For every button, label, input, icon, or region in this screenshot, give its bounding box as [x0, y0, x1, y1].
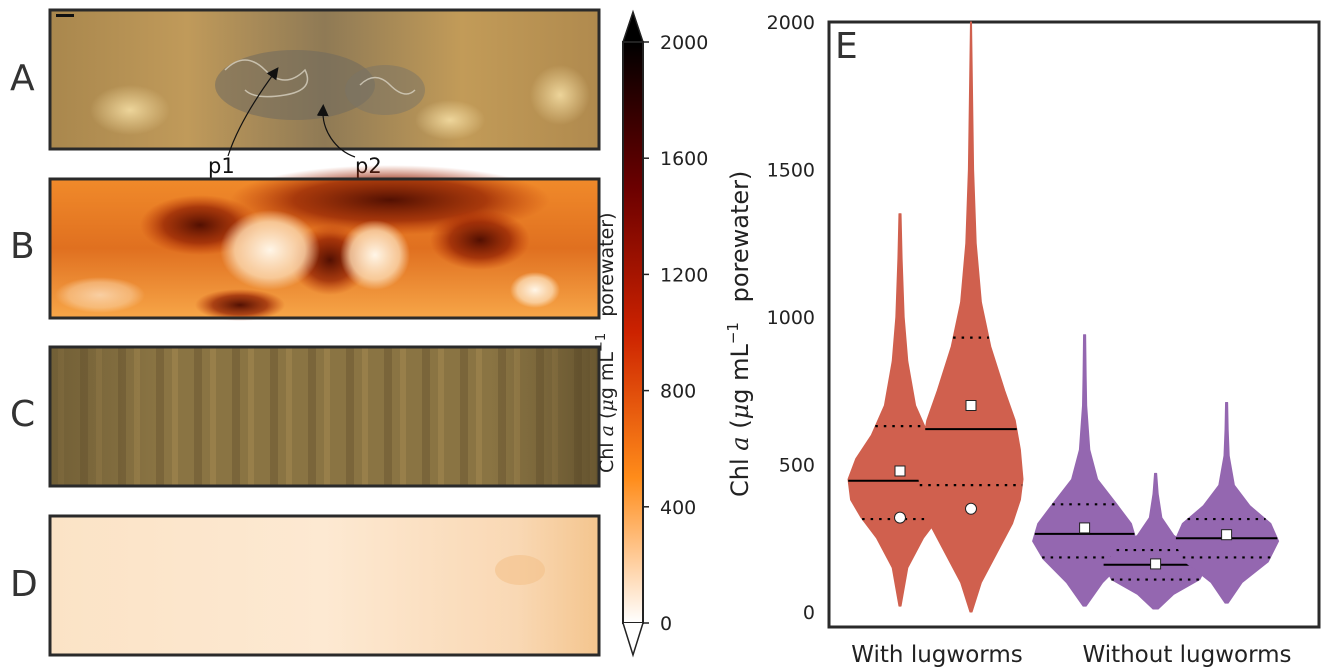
panel-label-c: C	[10, 394, 35, 435]
scale-bar	[56, 14, 74, 17]
panel-label-e: E	[835, 26, 858, 67]
panel-label-b: B	[10, 226, 35, 267]
x-category-without-lugworms: Without lugworms	[1082, 642, 1291, 668]
image-panel-a	[48, 8, 601, 151]
y-tick-label: 0	[803, 602, 815, 624]
colorbar-tick-label: 2000	[660, 32, 708, 54]
image-panel-c	[48, 345, 601, 488]
violin-mean-marker	[965, 400, 977, 411]
panel-label-a: A	[10, 58, 35, 99]
arrow-p1	[227, 67, 279, 157]
violin-mode-marker	[894, 511, 906, 524]
x-category-with-lugworms: With lugworms	[851, 642, 1022, 668]
annotation-p1: p1	[208, 154, 235, 178]
arrow-p2	[316, 104, 356, 158]
violin-mean-marker	[1079, 522, 1091, 534]
violin-1	[918, 21, 1024, 613]
y-tick-label: 1500	[767, 160, 815, 182]
colorbar-tick-label: 1600	[660, 148, 708, 170]
violin-chart: 0 500 1000 1500 2000 E Chl a (μg mL−1 porewa…	[716, 12, 1321, 668]
y-tick-label: 500	[779, 455, 815, 477]
panel-label-d: D	[10, 564, 38, 605]
y-axis-label: Chl a (μg mL−1 porewater)	[716, 171, 754, 497]
colorbar-tick-label: 400	[660, 497, 696, 519]
colorbar: 2000 1600 1200 800 400 0 Chl a (μg mL−1 porew…	[588, 9, 708, 658]
image-panel-b	[48, 165, 601, 321]
violin-mean-marker	[1150, 558, 1162, 570]
violin-mode-marker	[965, 502, 977, 515]
violin-4	[1174, 402, 1280, 604]
violin-mean-marker	[894, 465, 906, 477]
violin-2	[1032, 334, 1138, 607]
colorbar-tick-label: 1200	[660, 264, 708, 286]
colorbar-label: Chl a (μg mL−1 porewater)	[588, 212, 618, 473]
y-tick-label: 1000	[767, 307, 815, 329]
colorbar-extend-bottom	[622, 622, 644, 658]
colorbar-extend-top	[621, 9, 645, 43]
violin-mean-marker	[1221, 529, 1233, 541]
y-tick-label: 2000	[767, 12, 815, 34]
image-panel-d	[48, 514, 601, 657]
colorbar-tick-label: 0	[660, 613, 672, 635]
colorbar-tick-label: 800	[660, 381, 696, 403]
